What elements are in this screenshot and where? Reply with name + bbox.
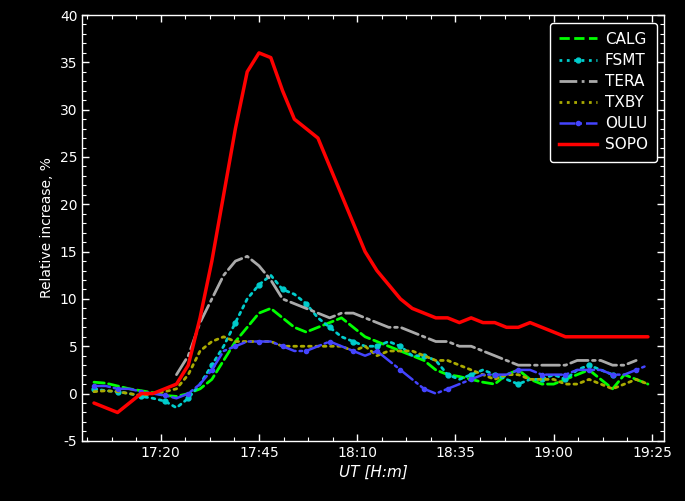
Legend: CALG, FSMT, TERA, TXBY, OULU, SOPO: CALG, FSMT, TERA, TXBY, OULU, SOPO: [549, 23, 657, 161]
X-axis label: UT [H:m]: UT [H:m]: [339, 465, 408, 480]
Y-axis label: Relative increase, %: Relative increase, %: [40, 157, 54, 299]
